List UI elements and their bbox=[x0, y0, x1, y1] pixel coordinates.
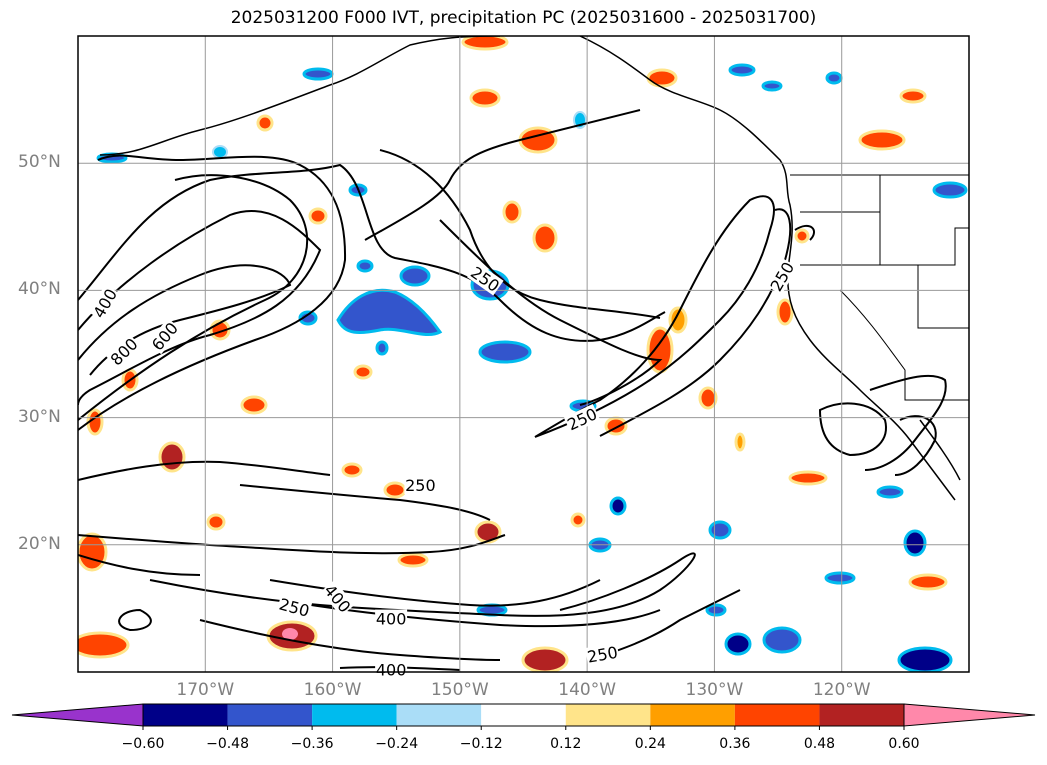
contour-label-bg bbox=[106, 333, 142, 370]
colorbar-bin bbox=[227, 704, 313, 726]
colorbar-tick-label: −0.60 bbox=[121, 736, 165, 752]
contour-label-bg bbox=[585, 642, 620, 666]
lon-tick-label: 160°W bbox=[303, 680, 362, 700]
contour-label-bg bbox=[563, 403, 601, 434]
colorbar-tick-label: 0.24 bbox=[634, 736, 666, 752]
colorbar-extend-high bbox=[903, 703, 1036, 727]
colorbar bbox=[11, 703, 1036, 730]
colorbar-tick-label: 0.60 bbox=[888, 736, 920, 752]
lon-tick-label: 170°W bbox=[176, 680, 235, 700]
contour-label-bg bbox=[375, 660, 408, 679]
political-borders bbox=[790, 174, 969, 401]
precip-negative-shading bbox=[96, 63, 968, 672]
colorbar-bin bbox=[396, 704, 482, 726]
contour-label: 250 bbox=[277, 594, 311, 620]
colorbar-frame bbox=[142, 703, 905, 727]
lat-tick-label: 50°N bbox=[18, 152, 61, 173]
map-title: 2025031200 F000 IVT, precipitation PC (2… bbox=[230, 8, 817, 28]
colorbar-bin bbox=[312, 704, 397, 726]
contour-label: 800 bbox=[107, 334, 142, 369]
coastline bbox=[99, 36, 961, 501]
contour-label-bg bbox=[404, 476, 437, 495]
contour-label: 400 bbox=[376, 660, 407, 679]
contour-label: 250 bbox=[586, 643, 619, 667]
contour-label-bg bbox=[88, 284, 121, 322]
colorbar-bin bbox=[481, 704, 566, 726]
colorbar-tick-label: −0.12 bbox=[459, 736, 503, 752]
lon-tick-label: 120°W bbox=[812, 680, 871, 700]
contour-label-bg bbox=[320, 580, 355, 617]
contour-label-bg bbox=[375, 609, 408, 628]
colorbar-tick-label: −0.36 bbox=[290, 736, 334, 752]
lat-tick-label: 30°N bbox=[18, 406, 61, 427]
contour-label: 250 bbox=[405, 476, 436, 495]
lat-tick-label: 40°N bbox=[18, 279, 61, 300]
colorbar-bin bbox=[565, 704, 651, 726]
contour-label-bg bbox=[147, 318, 182, 355]
contour-label: 400 bbox=[376, 610, 407, 629]
lon-tick-label: 150°W bbox=[430, 680, 489, 700]
colorbar-bin bbox=[650, 704, 735, 726]
colorbar-tick-label: −0.48 bbox=[206, 736, 249, 752]
colorbar-tick-label: 0.12 bbox=[550, 736, 582, 752]
contour-label-bg bbox=[766, 258, 798, 295]
contour-label-bg bbox=[467, 262, 504, 296]
lat-tick-label: 20°N bbox=[18, 533, 61, 554]
colorbar-bin bbox=[143, 704, 228, 726]
colorbar-bin bbox=[819, 704, 904, 726]
lon-tick-label: 140°W bbox=[558, 680, 617, 700]
ivt-contours bbox=[78, 109, 947, 671]
lon-tick-label: 130°W bbox=[685, 680, 744, 700]
colorbar-tick-label: 0.36 bbox=[719, 736, 751, 752]
colorbar-tick-label: −0.24 bbox=[375, 736, 419, 752]
map-frame bbox=[77, 35, 970, 673]
contour-label-bg bbox=[276, 594, 313, 620]
map-gridlines bbox=[78, 36, 969, 672]
colorbar-extend-low bbox=[11, 703, 144, 727]
colorbar-tick-label: 0.48 bbox=[803, 736, 836, 752]
colorbar-bin bbox=[734, 704, 820, 726]
